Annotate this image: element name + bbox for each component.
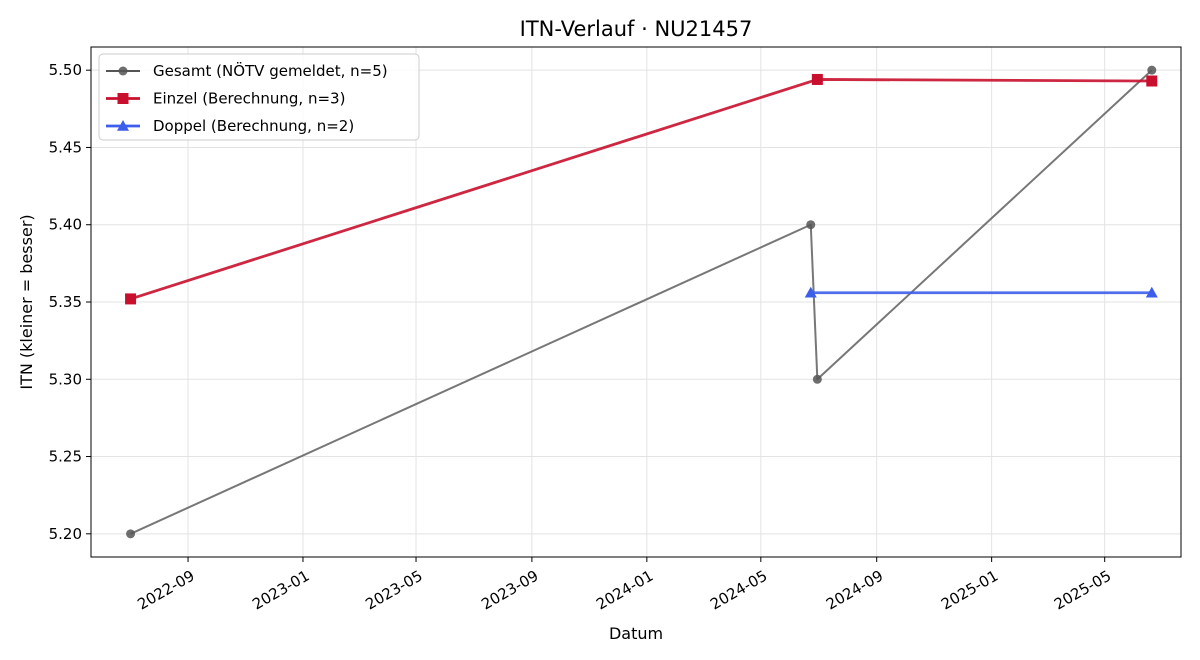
data-point <box>812 374 822 384</box>
data-point <box>804 286 817 298</box>
y-tick-label: 5.35 <box>49 293 82 311</box>
x-tick-label: 2024-01 <box>593 567 656 614</box>
series-layer <box>125 65 1158 539</box>
series-2 <box>125 73 1158 305</box>
grid-lines <box>91 47 1181 557</box>
y-tick-label: 5.30 <box>49 370 82 388</box>
legend-label: Gesamt (NÖTV gemeldet, n=5) <box>153 61 388 80</box>
y-tick-label: 5.45 <box>49 138 82 156</box>
legend: Gesamt (NÖTV gemeldet, n=5) Einzel (Berec… <box>98 53 420 141</box>
data-point <box>1145 286 1158 298</box>
y-tick-label: 5.40 <box>49 216 82 234</box>
x-tick-label: 2025-05 <box>1051 567 1114 614</box>
legend-item: Einzel (Berechnung, n=3) <box>106 90 345 108</box>
legend-item: Doppel (Berechnung, n=2) <box>106 117 354 135</box>
legend-marker <box>118 66 128 76</box>
legend-item: Gesamt (NÖTV gemeldet, n=5) <box>106 61 388 80</box>
x-tick-label: 2024-09 <box>823 567 886 614</box>
series-1 <box>126 65 1157 539</box>
legend-box <box>98 53 420 141</box>
x-tick-label: 2024-05 <box>707 567 770 614</box>
data-point <box>126 529 136 539</box>
data-point <box>806 220 816 230</box>
data-point <box>1147 65 1157 75</box>
x-axis-label: Datum <box>609 624 663 643</box>
data-point <box>811 73 823 85</box>
x-tick-label: 2022-09 <box>134 567 197 614</box>
chart-title: ITN-Verlauf · NU21457 <box>520 17 753 41</box>
x-tick-label: 2023-01 <box>249 567 312 614</box>
legend-marker <box>117 120 129 131</box>
data-point <box>1146 75 1158 87</box>
y-tick-label: 5.20 <box>49 525 82 543</box>
legend-marker <box>117 93 129 104</box>
y-axis: 5.20 5.25 5.30 5.35 5.40 5.45 5.50 <box>49 61 91 543</box>
legend-label: Einzel (Berechnung, n=3) <box>153 90 345 108</box>
x-axis: 2022-09 2023-01 2023-05 2023-09 2024-01 2024-… <box>134 557 1114 614</box>
data-point <box>125 293 137 305</box>
y-tick-label: 5.50 <box>49 61 82 79</box>
y-tick-label: 5.25 <box>49 448 82 466</box>
y-axis-label: ITN (kleiner = besser) <box>17 214 36 389</box>
series-3 <box>804 286 1158 298</box>
x-tick-label: 2023-09 <box>478 567 541 614</box>
series-line <box>130 69 1153 535</box>
x-tick-label: 2023-05 <box>362 567 425 614</box>
legend-label: Doppel (Berechnung, n=2) <box>153 117 354 135</box>
x-tick-label: 2025-01 <box>938 567 1001 614</box>
